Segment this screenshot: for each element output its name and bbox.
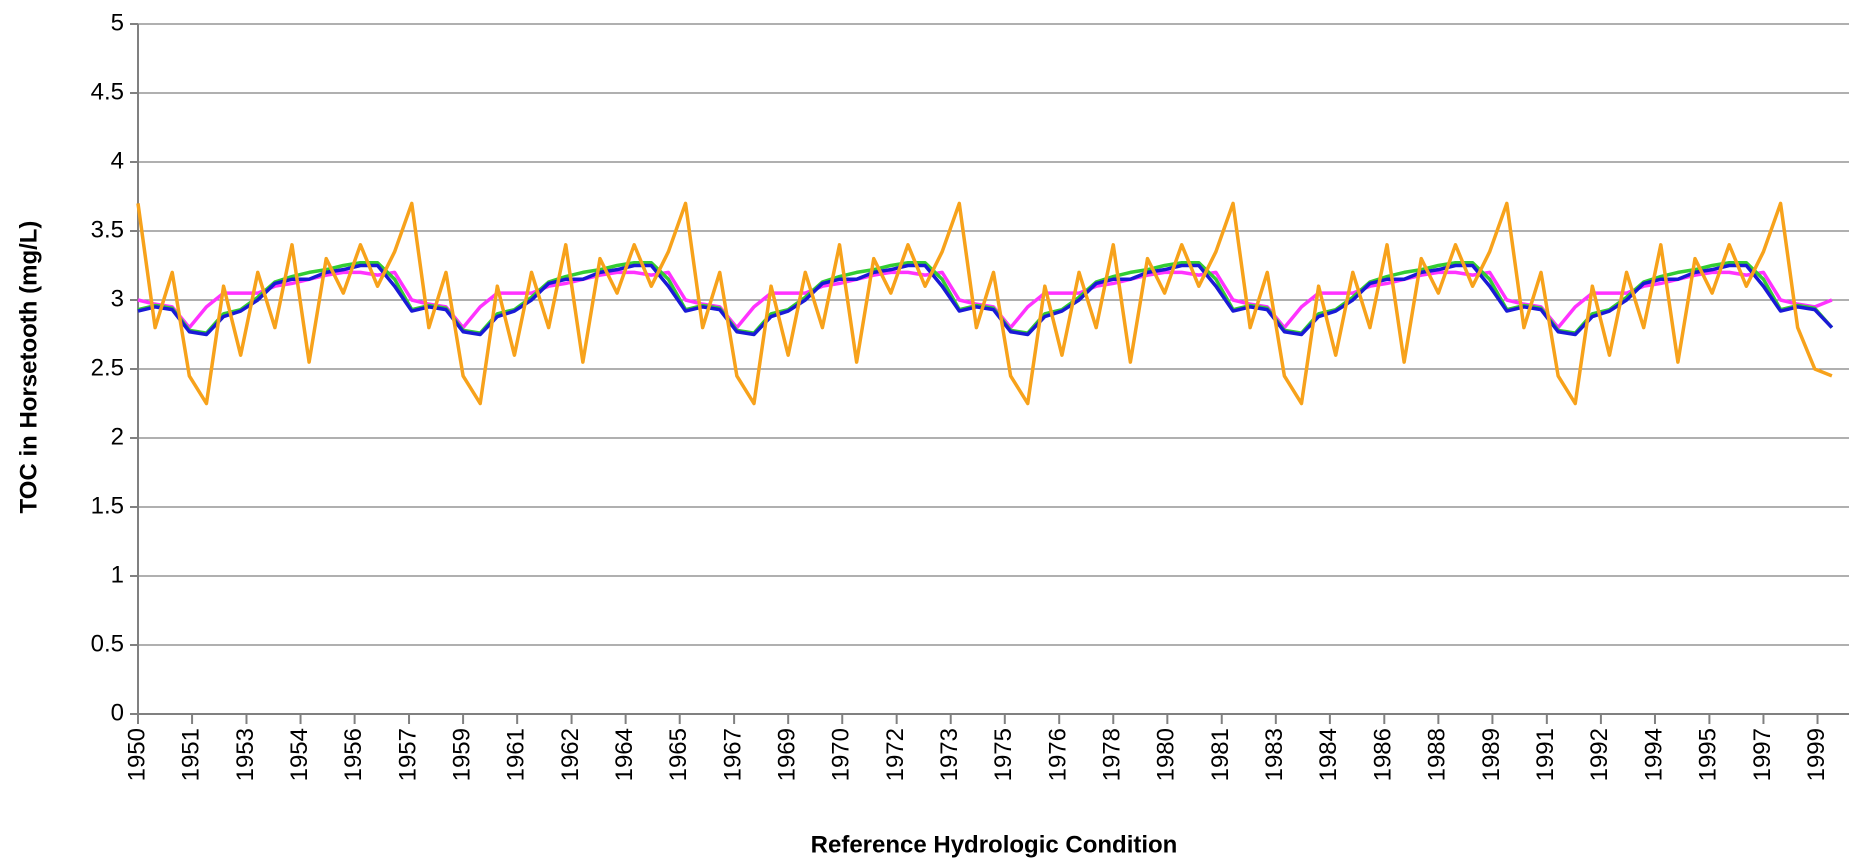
x-tick-label: 1956 <box>340 728 367 781</box>
x-tick-label: 1965 <box>665 728 692 781</box>
x-axis-title: Reference Hydrologic Condition <box>811 831 1178 858</box>
x-tick-label: 1984 <box>1315 728 1342 781</box>
x-tick-label: 1967 <box>719 728 746 781</box>
x-tick-label: 1976 <box>1045 728 1072 781</box>
y-tick-label: 3.5 <box>91 216 124 243</box>
x-tick-label: 1978 <box>1099 728 1126 781</box>
x-tick-label: 1961 <box>503 728 530 781</box>
x-tick-label: 1981 <box>1207 728 1234 781</box>
x-tick-label: 1951 <box>177 728 204 781</box>
y-tick-label: 1.5 <box>91 492 124 519</box>
x-tick-label: 1973 <box>936 728 963 781</box>
x-tick-label: 1953 <box>232 728 259 781</box>
y-tick-label: 0 <box>111 699 124 726</box>
x-tick-label: 1991 <box>1532 728 1559 781</box>
x-tick-label: 1983 <box>1261 728 1288 781</box>
x-tick-label: 1962 <box>557 728 584 781</box>
y-tick-label: 2.5 <box>91 354 124 381</box>
x-tick-label: 1988 <box>1424 728 1451 781</box>
x-tick-label: 1975 <box>990 728 1017 781</box>
x-tick-label: 1980 <box>1153 728 1180 781</box>
y-tick-label: 5 <box>111 9 124 36</box>
y-tick-label: 2 <box>111 423 124 450</box>
x-tick-label: 1972 <box>882 728 909 781</box>
x-tick-label: 1989 <box>1478 728 1505 781</box>
series-line <box>136 201 1833 406</box>
x-tick-label: 1999 <box>1803 728 1830 781</box>
x-tick-label: 1970 <box>828 728 855 781</box>
x-tick-label: 1992 <box>1586 728 1613 781</box>
x-tick-label: 1954 <box>286 728 313 781</box>
x-tick-label: 1950 <box>123 728 150 781</box>
x-tick-label: 1997 <box>1749 728 1776 781</box>
x-tick-label: 1964 <box>611 728 638 781</box>
y-tick-label: 3 <box>111 285 124 312</box>
x-tick-label: 1959 <box>448 728 475 781</box>
y-tick-label: 4.5 <box>91 78 124 105</box>
x-tick-label: 1986 <box>1370 728 1397 781</box>
x-tick-label: 1969 <box>774 728 801 781</box>
x-tick-label: 1994 <box>1640 728 1667 781</box>
y-tick-label: 4 <box>111 147 124 174</box>
x-tick-label: 1995 <box>1695 728 1722 781</box>
y-axis-title: TOC in Horsetooth (mg/L) <box>15 221 42 514</box>
y-tick-label: 0.5 <box>91 630 124 657</box>
x-tick-label: 1957 <box>394 728 421 781</box>
y-tick-label: 1 <box>111 561 124 588</box>
